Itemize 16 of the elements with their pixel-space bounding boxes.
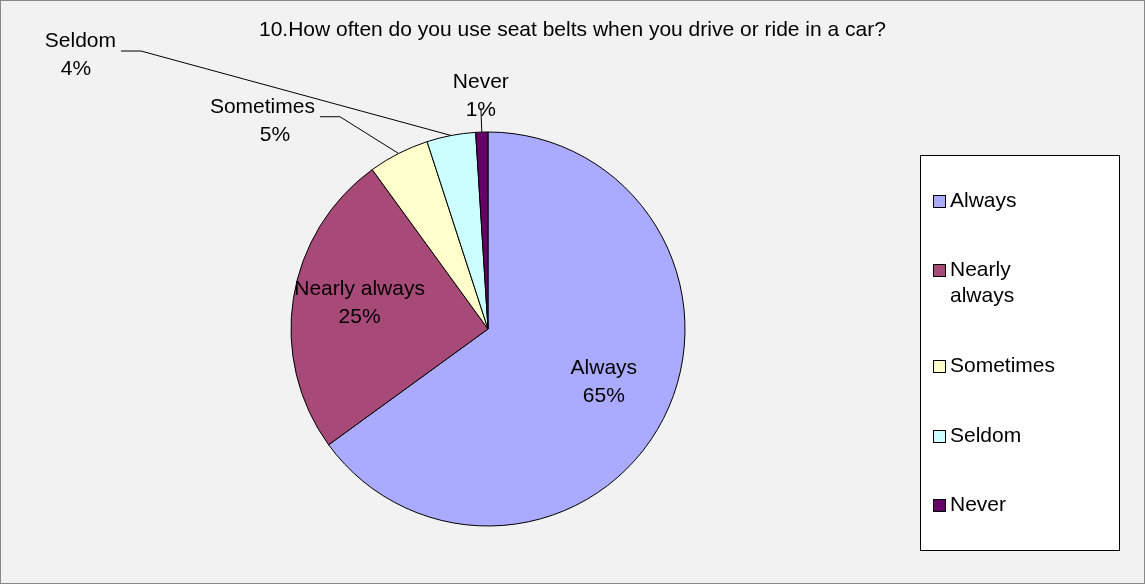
legend-label: Nearly always bbox=[950, 256, 1016, 309]
data-label: 1% bbox=[465, 97, 497, 121]
slice-label: Always bbox=[570, 355, 638, 379]
data-label: 65% bbox=[582, 383, 625, 407]
data-label: 5% bbox=[259, 121, 291, 145]
slice-label: Sometimes bbox=[209, 93, 315, 117]
legend-label: Seldom bbox=[950, 421, 1022, 448]
legend-label: Sometimes bbox=[950, 352, 1056, 378]
data-label: 4% bbox=[60, 56, 92, 80]
data-label: 25% bbox=[338, 303, 381, 327]
slice-label: Seldom bbox=[44, 28, 116, 52]
slice-label: Never bbox=[452, 69, 509, 93]
legend-label: Always bbox=[950, 186, 1017, 213]
slice-label: Nearly always bbox=[294, 275, 425, 299]
chart-title: 10.How often do you use seat belts when you drive or ride in a car? bbox=[259, 17, 886, 41]
legend-label: Never bbox=[950, 491, 1007, 518]
